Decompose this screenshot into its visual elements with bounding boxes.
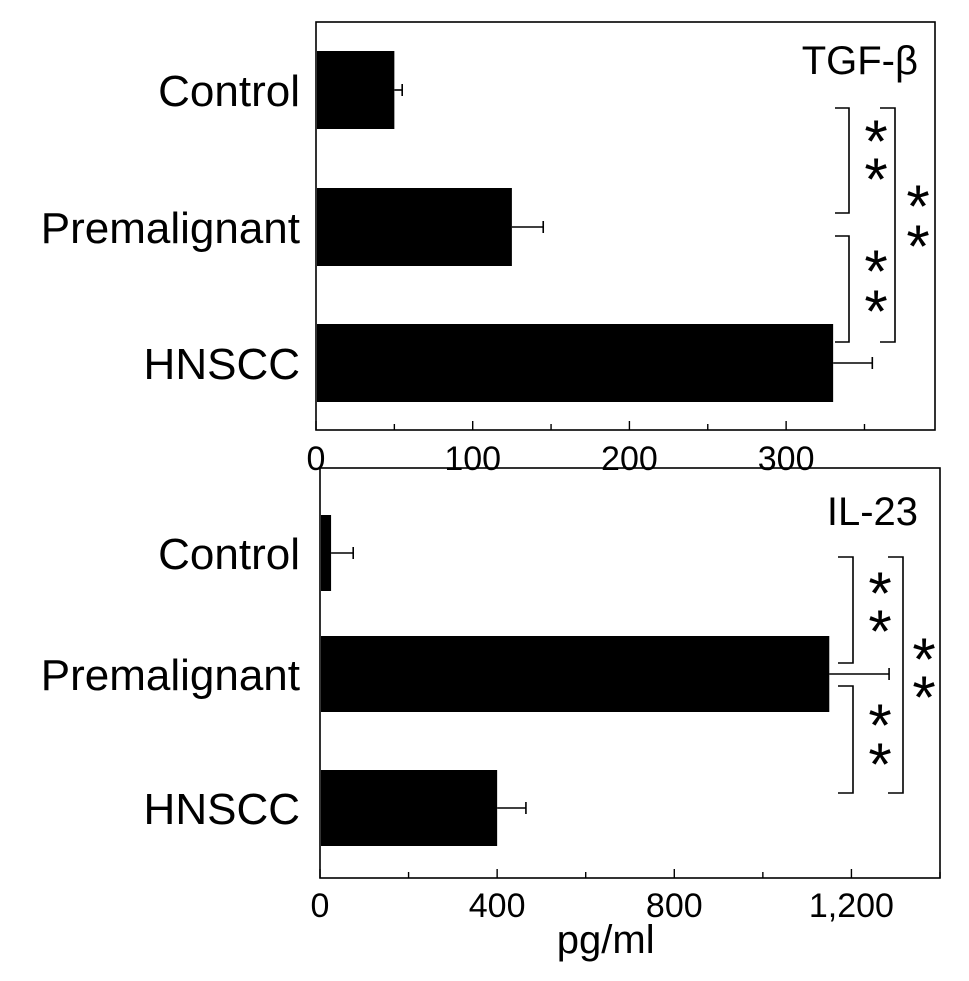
significance-star: * bbox=[864, 146, 887, 213]
significance-star: * bbox=[912, 664, 935, 731]
sig-stars-premalignant-hnscc: ** bbox=[868, 692, 891, 798]
significance-star: * bbox=[868, 731, 891, 798]
sig-stars-control-premalignant: ** bbox=[864, 108, 887, 213]
category-label-hnscc: HNSCC bbox=[144, 785, 300, 834]
significance-star: * bbox=[868, 598, 891, 665]
panel-title: TGF-β bbox=[802, 39, 918, 83]
category-label-control: Control bbox=[158, 67, 300, 116]
il-23-panel: IL-230 400 800 1,200pg/mlControlPremalignan… bbox=[41, 468, 940, 962]
significance-star: * bbox=[906, 213, 929, 280]
category-label-hnscc: HNSCC bbox=[144, 340, 300, 389]
x-tick-label: 400 bbox=[469, 887, 526, 925]
x-tick-label: 0 bbox=[307, 440, 326, 478]
category-label-premalignant: Premalignant bbox=[41, 204, 300, 253]
bar-premalignant bbox=[321, 636, 829, 712]
category-label-control: Control bbox=[158, 530, 300, 579]
x-tick-label: 0 bbox=[311, 887, 330, 925]
significance-bracket bbox=[838, 686, 853, 793]
bar-hnscc bbox=[321, 770, 497, 846]
sig-stars-premalignant-hnscc: ** bbox=[864, 238, 887, 345]
x-axis-label: pg/ml bbox=[557, 918, 655, 962]
bar-control bbox=[321, 515, 331, 591]
bar-hnscc bbox=[317, 324, 833, 402]
sig-stars-control-hnscc: ** bbox=[912, 626, 935, 731]
significance-bracket bbox=[835, 236, 849, 342]
sig-stars-control-hnscc: ** bbox=[906, 173, 929, 280]
category-label-premalignant: Premalignant bbox=[41, 651, 300, 700]
significance-bracket bbox=[835, 108, 849, 213]
bar-control bbox=[317, 51, 394, 129]
sig-stars-control-premalignant: ** bbox=[868, 560, 891, 665]
panel-title: IL-23 bbox=[827, 490, 918, 534]
x-tick-label: 300 bbox=[758, 440, 815, 478]
significance-bracket bbox=[838, 557, 853, 663]
significance-star: * bbox=[864, 278, 887, 345]
x-tick-label: 200 bbox=[601, 440, 658, 478]
x-tick-label: 100 bbox=[444, 440, 501, 478]
tgf-beta-panel: TGF-β 0 100 200 300 Control Premalignant HNSCC *… bbox=[41, 22, 935, 478]
bar-premalignant bbox=[317, 188, 512, 266]
x-tick-label: 1,200 bbox=[809, 887, 894, 925]
